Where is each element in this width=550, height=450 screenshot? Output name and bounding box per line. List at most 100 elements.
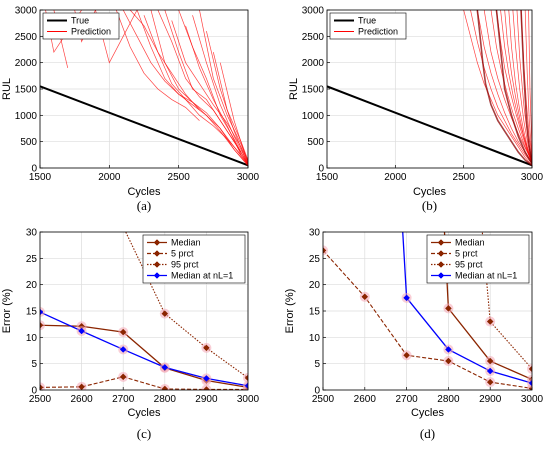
x-tick-label: 2600 xyxy=(70,394,93,405)
y-tick-label: 0 xyxy=(31,386,37,397)
series-prediction-curve xyxy=(185,25,242,155)
y-tick-label: 10 xyxy=(309,333,321,344)
x-tick-label: 2800 xyxy=(154,394,177,405)
legend-entry: True xyxy=(358,16,376,26)
x-tick-label: 3000 xyxy=(521,394,544,405)
x-tick-label: 2700 xyxy=(395,394,418,405)
y-tick-label: 3000 xyxy=(15,6,38,17)
data-layer xyxy=(327,10,532,167)
y-axis-label: Error (%) xyxy=(284,289,296,334)
series-5-prct-point xyxy=(161,385,169,390)
panel-label: (c) xyxy=(137,426,151,441)
y-tick-label: 0 xyxy=(318,164,324,175)
series-median-point xyxy=(119,328,127,336)
data-layer xyxy=(40,232,248,390)
series-5-prct-point xyxy=(403,351,410,359)
y-tick-label: 2000 xyxy=(302,58,325,69)
x-tick-label: 2500 xyxy=(29,394,52,405)
legend-entry: Prediction xyxy=(71,27,111,37)
axes-frame xyxy=(39,9,249,169)
y-tick-label: 5 xyxy=(314,359,320,370)
series-5-prct-point xyxy=(203,386,210,390)
series-prediction-curve xyxy=(115,10,200,121)
panel-label: (b) xyxy=(422,198,437,213)
x-axis-label: Cycles xyxy=(127,186,161,198)
x-tick-label: 2600 xyxy=(354,394,377,405)
series-median-at-nl-1-point xyxy=(78,327,85,335)
panel-1: 1500 2000 2500 3000 0 500 1000 1500 2000 2500 3000… xyxy=(1,6,260,214)
series-median-at-nl-1-point xyxy=(528,379,532,387)
x-tick-label: 2800 xyxy=(437,394,460,405)
series-prediction-curve xyxy=(212,52,248,161)
legend-entry: 5 prct xyxy=(455,249,478,259)
series-95-prct-point xyxy=(244,374,248,382)
series-median-at-nl-1-point xyxy=(203,375,210,382)
series-median-at-nl-1-line xyxy=(40,311,248,387)
y-tick-label: 500 xyxy=(307,137,324,148)
y-tick-label: 0 xyxy=(31,164,37,175)
series-prediction-curve xyxy=(508,10,532,164)
series-median-point xyxy=(445,305,452,312)
series-prediction-curve xyxy=(171,20,248,162)
axes-frame xyxy=(39,231,249,391)
x-axis-label: Cycles xyxy=(127,407,161,419)
series-prediction-curve xyxy=(490,10,532,161)
panel-2: 1500 2000 2500 3000 0 500 1000 1500 2000 2500 3000… xyxy=(288,6,544,214)
x-tick-label: 3000 xyxy=(521,172,544,183)
legend-entry: Median xyxy=(455,238,485,248)
legend-entry: Median at nL=1 xyxy=(171,271,233,281)
legend-entry: True xyxy=(71,16,89,26)
series-true-line xyxy=(327,85,532,167)
panel-label: (d) xyxy=(420,426,435,441)
series-5-prct-point xyxy=(361,293,369,301)
panel-3: 2500 2600 2700 2800 2900 3000 0 5 10 15 20 25 30 Cycl… xyxy=(1,228,260,442)
legend-marker xyxy=(153,250,161,257)
series-5-prct-point xyxy=(445,357,452,365)
y-axis-label: RUL xyxy=(288,78,300,100)
y-tick-label: 1500 xyxy=(302,85,325,96)
series-prediction-curve xyxy=(219,62,248,164)
series-5-prct-line xyxy=(40,376,248,390)
legend-entry: 95 prct xyxy=(455,260,483,270)
y-axis-label: Error (%) xyxy=(1,289,13,334)
series-95-prct-point xyxy=(528,365,532,373)
x-tick-label: 2000 xyxy=(384,172,407,183)
series-5-prct-point xyxy=(119,373,127,381)
y-tick-label: 1000 xyxy=(15,111,38,122)
legend-marker xyxy=(437,261,445,268)
x-axis-label: Cycles xyxy=(411,407,445,419)
x-axis-label: Cycles xyxy=(413,186,447,198)
series-median-at-nl-1-point xyxy=(244,382,248,390)
y-tick-label: 15 xyxy=(26,307,38,318)
y-tick-label: 1000 xyxy=(302,111,325,122)
series-median-point xyxy=(40,321,44,329)
series-5-prct-point xyxy=(323,247,327,254)
x-tick-label: 2000 xyxy=(98,172,121,183)
y-tick-label: 25 xyxy=(309,254,321,265)
legend-entry: 5 prct xyxy=(171,249,194,259)
legend-entry: Prediction xyxy=(358,27,398,37)
x-tick-label: 2500 xyxy=(312,394,335,405)
x-tick-label: 2900 xyxy=(195,394,218,405)
legend-marker xyxy=(153,239,161,246)
series-prediction-curve xyxy=(150,10,248,166)
y-tick-label: 2500 xyxy=(15,32,38,43)
legend-marker xyxy=(437,272,445,279)
series-prediction-curve xyxy=(164,10,248,164)
x-tick-label: 2500 xyxy=(168,172,191,183)
y-tick-label: 1500 xyxy=(15,85,38,96)
legend-box xyxy=(42,12,120,40)
y-tick-label: 2500 xyxy=(302,32,325,43)
series-prediction-curve xyxy=(470,10,532,164)
axes-frame xyxy=(322,231,533,391)
y-tick-label: 15 xyxy=(309,307,321,318)
series-95-prct-point xyxy=(161,310,169,317)
series-extra-2-curve xyxy=(495,10,532,165)
series-median-at-nl-1-point xyxy=(161,363,169,371)
panel-label: (a) xyxy=(137,198,151,213)
